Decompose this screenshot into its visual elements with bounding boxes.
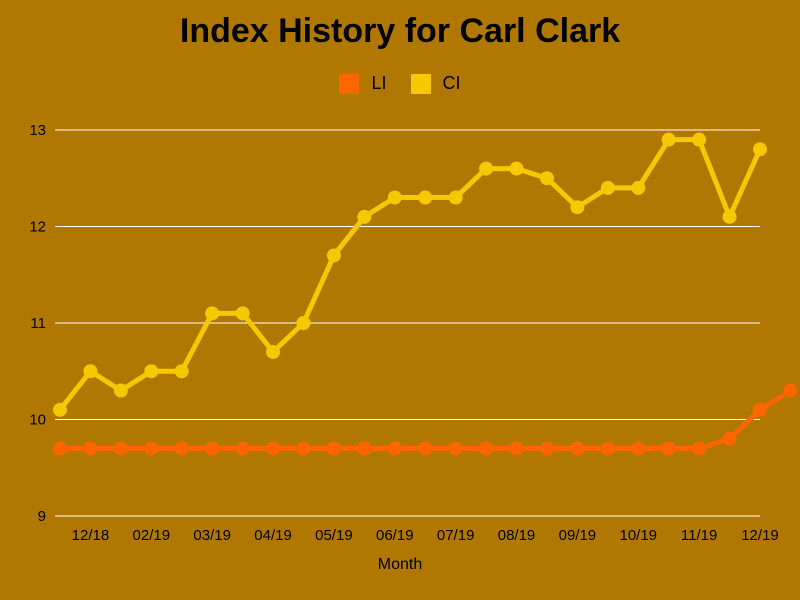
data-point-ci-16 [539,171,554,186]
legend-item-li[interactable]: LI [339,73,387,94]
data-point-ci-0 [53,402,67,417]
data-point-li-7 [266,441,281,456]
data-point-li-11 [387,441,402,456]
data-point-li-4 [174,441,189,456]
data-point-ci-10 [357,209,372,224]
data-point-ci-9 [326,248,341,263]
data-point-li-20 [661,441,676,456]
x-axis-label: Month [377,556,423,573]
data-point-ci-18 [600,180,615,195]
data-point-ci-21 [692,132,707,147]
data-point-ci-1 [83,364,98,379]
data-point-li-5 [205,441,220,456]
data-point-ci-2 [113,383,128,398]
data-point-ci-8 [296,316,311,330]
data-point-li-0 [53,441,67,456]
data-point-li-21 [692,441,707,456]
x-tick-label: 12/19 [741,527,779,544]
x-tick-label: 12/18 [72,527,110,544]
data-point-ci-23 [753,142,767,157]
data-point-ci-19 [631,180,646,195]
data-point-ci-13 [448,190,463,205]
y-tick-label: 9 [38,508,46,525]
y-tick-label: 13 [29,122,46,139]
legend: LI CI [0,73,800,94]
data-point-li-15 [509,441,524,456]
data-point-li-12 [418,441,433,456]
x-tick-label: 07/19 [437,527,475,544]
data-point-li-19 [631,441,646,456]
x-tick-label: 05/19 [315,527,353,544]
x-tick-label: 04/19 [254,527,292,544]
legend-label-li: LI [371,73,387,93]
data-point-li-1 [83,441,98,456]
legend-swatch-li [339,73,360,94]
data-point-li-16 [539,441,554,456]
x-tick-label: 02/19 [133,527,171,544]
data-point-li-18 [600,441,615,456]
y-tick-label: 11 [30,315,46,332]
x-tick-label: 03/19 [193,527,231,544]
x-tick-label: 09/19 [559,527,597,544]
x-tick-label: 10/19 [619,527,657,544]
x-tick-label: 06/19 [376,527,414,544]
data-point-ci-12 [418,190,433,205]
y-tick-label: 10 [29,412,46,429]
y-tick-label: 12 [29,219,46,236]
data-point-li-24 [783,383,798,398]
data-point-li-2 [113,441,128,456]
data-point-ci-14 [479,161,494,176]
data-point-li-3 [144,441,159,456]
data-point-li-22 [722,431,737,446]
data-point-ci-6 [235,306,250,321]
data-point-ci-11 [387,190,402,205]
data-point-li-6 [235,441,250,456]
data-point-ci-15 [509,161,524,176]
data-point-li-8 [296,441,311,456]
data-point-ci-5 [205,306,220,321]
data-point-li-10 [357,441,372,456]
data-point-li-17 [570,441,585,456]
legend-swatch-ci [410,73,431,94]
data-point-ci-7 [266,344,281,359]
x-tick-label: 08/19 [498,527,536,544]
data-point-li-9 [326,441,341,456]
series-line-ci [58,137,763,412]
legend-item-ci[interactable]: CI [410,73,461,94]
data-point-ci-22 [722,209,737,224]
data-point-ci-20 [661,132,676,147]
legend-label-ci: CI [442,73,461,93]
x-tick-label: 11/19 [681,527,717,544]
data-point-li-14 [479,441,494,456]
data-point-ci-3 [144,364,159,379]
chart-title: Index History for Carl Clark [179,12,621,50]
data-point-li-23 [753,402,767,417]
data-point-li-13 [448,441,463,456]
data-point-ci-17 [570,200,585,215]
data-point-ci-4 [174,364,189,379]
